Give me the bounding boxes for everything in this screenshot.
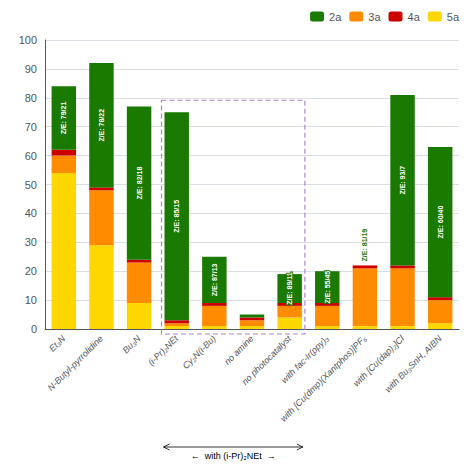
- svg-text:Et₃N: Et₃N: [47, 333, 68, 354]
- svg-text:Z/E: 78/22: Z/E: 78/22: [98, 109, 105, 142]
- svg-text:Bu₃N: Bu₃N: [121, 333, 143, 355]
- svg-text:3a: 3a: [368, 11, 381, 23]
- svg-text:60: 60: [25, 150, 37, 162]
- svg-text:70: 70: [25, 121, 37, 133]
- svg-text:Z/E: 89/11: Z/E: 89/11: [286, 272, 293, 304]
- svg-text:with Bu₃SnH, AIBN: with Bu₃SnH, AIBN: [383, 333, 444, 394]
- svg-text:Z/E: 55/45: Z/E: 55/45: [324, 271, 331, 304]
- svg-text:4a: 4a: [408, 11, 421, 23]
- svg-text:no amine: no amine: [222, 333, 255, 366]
- svg-text:0: 0: [31, 323, 37, 335]
- svg-text:no photocatalyst: no photocatalyst: [239, 333, 294, 387]
- svg-text:N-Butyl-pyrrolidine: N-Butyl-pyrrolidine: [46, 333, 105, 392]
- svg-text:Z/E: 93/7: Z/E: 93/7: [399, 166, 406, 195]
- svg-text:2a: 2a: [329, 11, 342, 23]
- svg-text:40: 40: [25, 207, 37, 219]
- svg-text:Z/E: 87/13: Z/E: 87/13: [211, 263, 218, 296]
- svg-text:5a: 5a: [447, 11, 460, 23]
- svg-text:10: 10: [25, 294, 37, 306]
- svg-text:30: 30: [25, 236, 37, 248]
- svg-text:with [Cu(dmp)(Xantphos)]PF₆: with [Cu(dmp)(Xantphos)]PF₆: [278, 333, 369, 424]
- svg-text:← with (i-Pr)₂NEt →: ← with (i-Pr)₂NEt →: [191, 451, 276, 461]
- svg-text:Z/E: 85/15: Z/E: 85/15: [173, 200, 180, 233]
- svg-text:(i-Pr)₂NEt: (i-Pr)₂NEt: [146, 333, 181, 368]
- svg-text:100: 100: [19, 34, 37, 46]
- svg-text:Z/E: 82/18: Z/E: 82/18: [136, 167, 143, 200]
- svg-text:Z/E: 60/40: Z/E: 60/40: [437, 206, 444, 239]
- svg-text:with fac-Ir(ppy)₃: with fac-Ir(ppy)₃: [279, 333, 331, 386]
- svg-text:Z/E: 81/19: Z/E: 81/19: [361, 229, 368, 262]
- svg-text:Cy₂N(i-Bu): Cy₂N(i-Bu): [181, 333, 218, 370]
- svg-text:90: 90: [25, 63, 37, 75]
- svg-text:Z/E: 79/21: Z/E: 79/21: [60, 102, 67, 135]
- svg-text:80: 80: [25, 92, 37, 104]
- svg-text:with [Cu(dap)₂]Cl: with [Cu(dap)₂]Cl: [351, 333, 407, 389]
- svg-text:50: 50: [25, 179, 37, 191]
- svg-text:20: 20: [25, 265, 37, 277]
